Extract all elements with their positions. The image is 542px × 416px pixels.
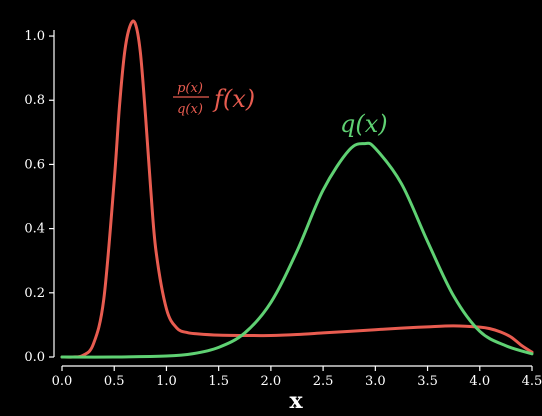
y-tick-label: 0.8 xyxy=(24,93,45,108)
x-tick-label: 0.5 xyxy=(104,374,125,389)
x-axis-title: x xyxy=(289,388,303,414)
red-label-denominator: q(x) xyxy=(177,102,203,117)
green-series-line xyxy=(60,141,534,359)
axes: 0.0 0.5 1.0 1.5 2.0 2.5 3.0 3.5 4.0 4.5 0.0 0.2 0.4 0… xyxy=(24,29,542,389)
x-tick-label: 4.0 xyxy=(469,374,490,389)
red-label-tail: f(x) xyxy=(212,85,255,113)
series-layer xyxy=(60,19,534,359)
red-series-line xyxy=(60,19,534,359)
y-tick-label: 0.2 xyxy=(24,286,45,301)
red-series-label: p(x) q(x) f(x) xyxy=(173,81,255,117)
x-tick-label: 2.5 xyxy=(313,374,334,389)
x-tick-label: 4.5 xyxy=(522,374,542,389)
y-tick-label: 0.0 xyxy=(24,350,45,365)
green-series-label: q(x) xyxy=(340,110,388,138)
x-tick-label: 0.0 xyxy=(52,374,73,389)
y-tick-label: 0.6 xyxy=(24,157,45,172)
x-tick-label: 1.0 xyxy=(156,374,177,389)
x-tick-label: 3.5 xyxy=(417,374,438,389)
red-label-numerator: p(x) xyxy=(177,81,203,96)
x-tick-label: 2.0 xyxy=(261,374,282,389)
y-tick-label: 0.4 xyxy=(24,222,45,237)
y-tick-label: 1.0 xyxy=(24,29,45,44)
x-tick-label: 3.0 xyxy=(365,374,386,389)
x-tick-label: 1.5 xyxy=(208,374,229,389)
